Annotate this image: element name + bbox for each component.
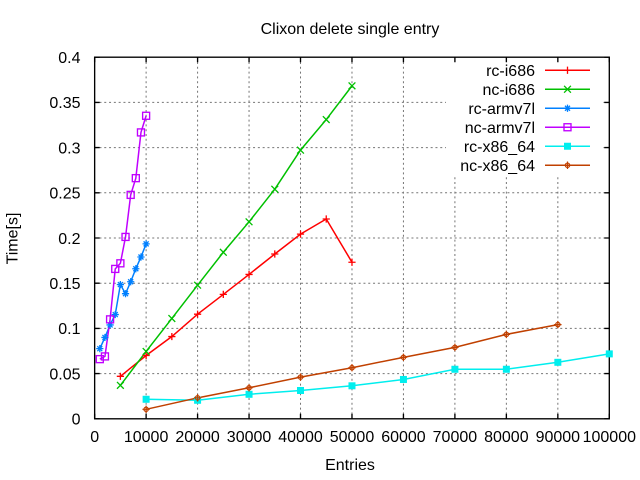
svg-text:0.15: 0.15 — [49, 276, 80, 293]
svg-text:nc-armv7l: nc-armv7l — [465, 120, 535, 137]
svg-text:0.1: 0.1 — [58, 321, 80, 338]
svg-text:100000: 100000 — [583, 429, 636, 446]
svg-text:nc-i686: nc-i686 — [483, 82, 536, 99]
svg-text:Time[s]: Time[s] — [5, 213, 22, 265]
svg-text:0: 0 — [72, 412, 81, 429]
svg-text:rc-armv7l: rc-armv7l — [468, 101, 535, 118]
svg-text:Clixon delete single entry: Clixon delete single entry — [261, 21, 440, 38]
svg-text:0.4: 0.4 — [58, 50, 80, 67]
svg-text:0.2: 0.2 — [58, 231, 80, 248]
svg-text:rc-x86_64: rc-x86_64 — [464, 139, 535, 156]
svg-text:30000: 30000 — [227, 429, 272, 446]
svg-text:rc-i686: rc-i686 — [486, 63, 535, 80]
svg-text:0: 0 — [90, 429, 99, 446]
svg-text:0.05: 0.05 — [49, 366, 80, 383]
svg-text:0.3: 0.3 — [58, 140, 80, 157]
svg-text:60000: 60000 — [381, 429, 426, 446]
svg-text:0.35: 0.35 — [49, 95, 80, 112]
svg-text:Entries: Entries — [325, 457, 375, 474]
svg-text:40000: 40000 — [278, 429, 323, 446]
svg-text:90000: 90000 — [536, 429, 581, 446]
svg-text:nc-x86_64: nc-x86_64 — [460, 158, 535, 175]
svg-text:70000: 70000 — [433, 429, 478, 446]
svg-text:50000: 50000 — [330, 429, 375, 446]
svg-text:80000: 80000 — [484, 429, 529, 446]
svg-text:0.25: 0.25 — [49, 186, 80, 203]
svg-text:10000: 10000 — [124, 429, 169, 446]
svg-text:20000: 20000 — [175, 429, 220, 446]
